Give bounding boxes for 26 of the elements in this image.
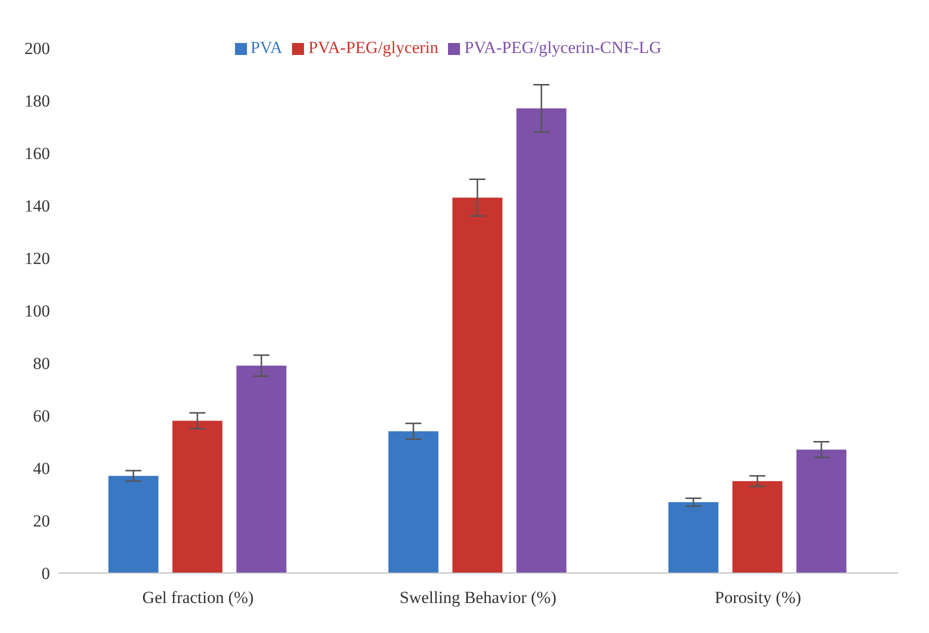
y-tick-label: 60 [33, 406, 50, 426]
bar [172, 420, 222, 573]
x-tick-label: Porosity (%) [714, 588, 802, 608]
y-tick-label: 0 [42, 564, 50, 584]
bar [452, 198, 502, 573]
x-tick-label: Swelling Behavior (%) [400, 588, 556, 608]
y-tick-label: 160 [24, 144, 50, 164]
legend-label: PVA-PEG/glycerin-CNF-LG [464, 38, 662, 57]
legend-label: PVA-PEG/glycerin [308, 38, 438, 57]
y-tick-label: 180 [24, 92, 50, 111]
bar [388, 431, 438, 573]
bar [108, 476, 158, 573]
y-tick-label: 200 [24, 39, 50, 58]
bar [516, 108, 566, 573]
y-tick-label: 100 [24, 302, 50, 321]
x-tick-label: Gel fraction (%) [142, 588, 254, 608]
y-tick-label: 20 [33, 512, 50, 531]
legend-label: PVA [250, 38, 282, 57]
y-tick-label: 140 [24, 196, 50, 216]
bar [668, 502, 718, 573]
bar [236, 366, 286, 573]
bar [796, 450, 846, 573]
y-tick-label: 120 [24, 249, 50, 268]
y-tick-label: 80 [33, 354, 50, 374]
y-tick-label: 40 [33, 459, 50, 478]
bar [732, 481, 782, 573]
